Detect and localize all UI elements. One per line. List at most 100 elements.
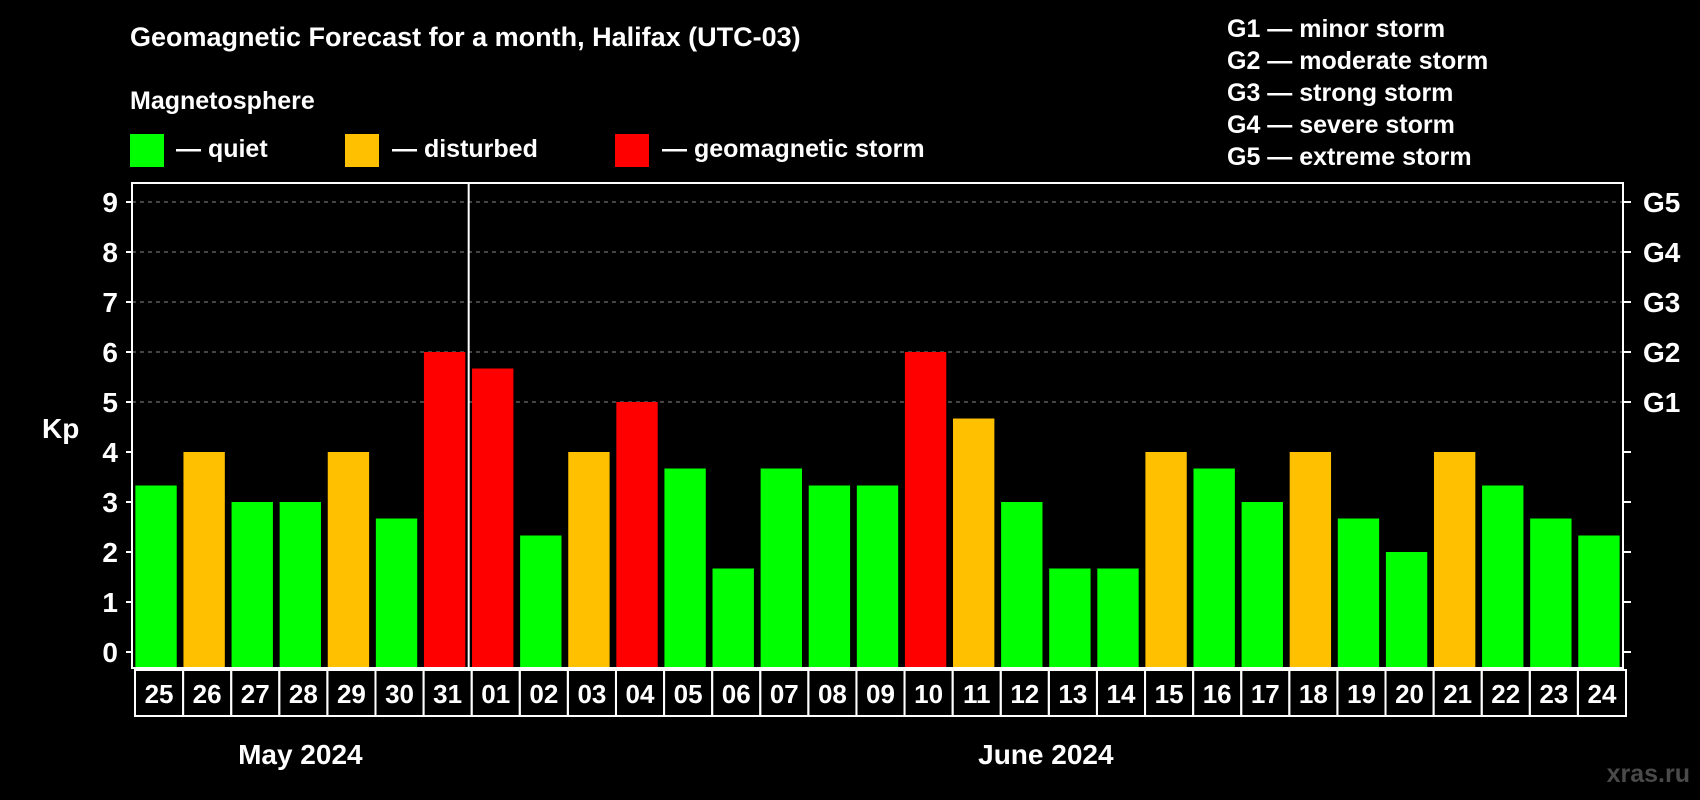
- month-label-june: June 2024: [978, 739, 1114, 770]
- x-tick-label: 22: [1491, 679, 1520, 709]
- y-tick-label: 4: [102, 437, 118, 468]
- gridlines: [132, 201, 1623, 403]
- x-tick-label: 24: [1587, 679, 1616, 709]
- y-tick-label: 2: [102, 537, 118, 568]
- x-tick-label: 31: [433, 679, 462, 709]
- storm-scale-g4: G4 — severe storm: [1227, 111, 1455, 139]
- storm-level-label: G5: [1643, 187, 1680, 218]
- bar-day-19: [1337, 518, 1380, 668]
- bar-day-02: [520, 535, 562, 668]
- x-tick-label: 05: [674, 679, 703, 709]
- bar-day-06: [712, 568, 754, 668]
- bar-day-24: [1578, 535, 1620, 668]
- y-tick-label: 9: [102, 187, 118, 218]
- y-tick-label: 6: [102, 337, 118, 368]
- bar-day-22: [1482, 485, 1524, 668]
- x-tick-label: 19: [1347, 679, 1376, 709]
- bar-day-18: [1289, 452, 1332, 668]
- x-tick-label: 27: [241, 679, 270, 709]
- legend-swatch-disturbed: [345, 134, 379, 167]
- bar-day-05: [664, 468, 706, 668]
- y-tick-label: 1: [102, 587, 118, 618]
- x-tick-label: 02: [529, 679, 558, 709]
- x-tick-label: 13: [1058, 679, 1087, 709]
- x-tick-label: 20: [1395, 679, 1424, 709]
- legend-label-disturbed: — disturbed: [392, 135, 538, 163]
- x-tick-label: 16: [1203, 679, 1232, 709]
- bar-day-26: [183, 452, 225, 668]
- bar-day-15: [1145, 452, 1187, 668]
- x-tick-label: 01: [481, 679, 510, 709]
- x-tick-label: 21: [1443, 679, 1472, 709]
- y-axis-label: Kp: [42, 413, 79, 444]
- x-tick-label: 04: [626, 679, 655, 709]
- y-tick-label: 7: [102, 287, 118, 318]
- legend-label-storm: — geomagnetic storm: [662, 135, 925, 163]
- bar-day-23: [1530, 518, 1572, 668]
- x-tick-label: 03: [577, 679, 606, 709]
- legend-heading: Magnetosphere: [130, 87, 315, 115]
- x-tick-label: 23: [1539, 679, 1568, 709]
- bar-day-13: [1049, 568, 1091, 668]
- storm-level-label: G3: [1643, 287, 1680, 318]
- bar-day-07: [760, 468, 802, 668]
- right-axis: G1 G2 G3 G4 G5: [1623, 187, 1681, 653]
- x-tick-label: 11: [963, 679, 991, 709]
- bar-day-17: [1241, 502, 1283, 668]
- storm-level-label: G1: [1643, 387, 1680, 418]
- y-tick-label: 3: [102, 487, 118, 518]
- bar-day-11: [953, 418, 995, 668]
- bar-day-09: [856, 485, 899, 668]
- month-label-may: May 2024: [238, 739, 363, 770]
- bar-day-10: [904, 352, 947, 668]
- x-tick-label: 30: [385, 679, 414, 709]
- x-tick-label: 09: [866, 679, 895, 709]
- bar-day-04: [616, 402, 658, 668]
- day-cell: [1576, 669, 1627, 717]
- x-tick-label: 29: [337, 679, 366, 709]
- x-tick-label: 28: [289, 679, 318, 709]
- y-tick-label: 5: [102, 387, 118, 418]
- x-tick-label: 15: [1155, 679, 1184, 709]
- legend-label-quiet: — quiet: [176, 135, 268, 163]
- bar-day-12: [1001, 502, 1043, 668]
- storm-level-label: G4: [1643, 237, 1681, 268]
- bar-day-03: [568, 452, 610, 668]
- bar-day-25: [135, 485, 177, 668]
- bar-day-31: [423, 352, 466, 668]
- month-labels: May 2024 June 2024: [238, 739, 1114, 770]
- bar-day-14: [1097, 568, 1139, 668]
- watermark: xras.ru: [1607, 760, 1690, 788]
- x-tick-label: 26: [193, 679, 222, 709]
- storm-level-label: G2: [1643, 337, 1680, 368]
- x-axis-day-labels: 25 26 27 28 29 30 31 01 02 03 04 05 06 07 08 09 10 11 12 13…: [134, 669, 1627, 717]
- bars: [135, 352, 1620, 668]
- legend-swatch-storm: [615, 134, 649, 167]
- bar-day-20: [1385, 552, 1428, 668]
- storm-scale-g2: G2 — moderate storm: [1227, 47, 1488, 75]
- bar-day-28: [279, 502, 322, 668]
- x-tick-label: 10: [914, 679, 943, 709]
- chart-title: Geomagnetic Forecast for a month, Halifa…: [130, 22, 801, 52]
- y-tick-label: 8: [102, 237, 118, 268]
- bar-day-16: [1193, 468, 1235, 668]
- plot-frame: [131, 182, 1624, 669]
- bar-day-01: [472, 368, 514, 668]
- y-axis: 0 1 2 3 4 5 6 7 8 9: [102, 187, 132, 668]
- bar-day-21: [1433, 452, 1476, 668]
- storm-scale-g1: G1 — minor storm: [1227, 15, 1445, 43]
- storm-scale-g3: G3 — strong storm: [1227, 79, 1453, 107]
- x-tick-label: 18: [1299, 679, 1328, 709]
- bar-day-30: [375, 518, 418, 668]
- bar-day-08: [808, 485, 851, 668]
- legend-swatch-quiet: [130, 134, 164, 167]
- bar-day-27: [231, 502, 273, 668]
- x-tick-label: 14: [1107, 679, 1136, 709]
- storm-scale-g5: G5 — extreme storm: [1227, 143, 1472, 171]
- x-tick-label: 06: [722, 679, 751, 709]
- x-tick-label: 17: [1251, 679, 1280, 709]
- x-tick-label: 08: [818, 679, 847, 709]
- x-tick-label: 07: [770, 679, 799, 709]
- x-tick-label: 12: [1010, 679, 1039, 709]
